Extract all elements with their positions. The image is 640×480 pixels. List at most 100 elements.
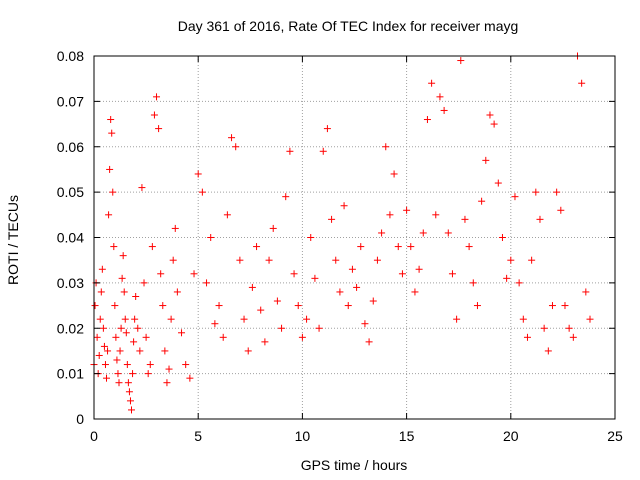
data-point [548,302,556,310]
data-point [394,243,402,251]
x-axis-title: GPS time / hours [301,457,408,473]
data-point [110,243,118,251]
y-tick-label: 0.05 [57,184,84,200]
data-point [104,347,112,355]
data-point [403,206,411,214]
data-point [126,397,134,405]
data-point [116,347,124,355]
data-point [99,324,107,332]
grid-lines [94,56,615,419]
data-point [398,270,406,278]
data-point [178,329,186,337]
data-point [122,329,130,337]
data-point [232,143,240,151]
data-point [357,243,365,251]
data-point [153,93,161,101]
y-tick-label: 0 [76,411,84,427]
data-point [273,297,281,305]
data-point [190,270,198,278]
data-point [415,265,423,273]
chart-title: Day 361 of 2016, Rate Of TEC Index for r… [178,18,519,34]
data-point [461,215,469,223]
data-point [265,256,273,264]
data-point [240,315,248,323]
data-point [453,315,461,323]
data-point [97,288,105,296]
data-point [507,256,515,264]
data-point [136,347,144,355]
data-points [90,52,594,414]
data-point [448,270,456,278]
data-point [132,292,140,300]
y-tick-label: 0.06 [57,139,84,155]
data-point [129,370,137,378]
data-point [532,188,540,196]
data-point [157,270,165,278]
x-tick-label: 0 [90,428,98,444]
data-point [519,315,527,323]
data-point [148,243,156,251]
data-point [428,79,436,87]
data-point [198,188,206,196]
data-point [159,302,167,310]
data-point [515,279,523,287]
data-point [436,93,444,101]
data-point [469,279,477,287]
data-point [215,302,223,310]
data-point [586,315,594,323]
data-point [482,156,490,164]
data-point [106,165,114,173]
data-point [269,224,277,232]
data-point [286,147,294,155]
data-point [108,129,116,137]
data-point [146,361,154,369]
data-point [382,143,390,151]
data-point [444,229,452,237]
data-point [282,193,290,201]
data-point [173,288,181,296]
data-point [236,256,244,264]
data-point [112,333,120,341]
data-point [219,333,227,341]
data-point [186,374,194,382]
data-point [557,206,565,214]
data-point [130,338,138,346]
data-point [248,283,256,291]
data-point [165,365,173,373]
data-point [244,347,252,355]
data-point [303,315,311,323]
data-point [390,170,398,178]
data-point [100,342,108,350]
data-point [223,211,231,219]
data-point [311,274,319,282]
data-point [419,229,427,237]
data-point [353,283,361,291]
data-point [123,361,131,369]
data-point [96,315,104,323]
data-point [163,379,171,387]
data-point [95,351,103,359]
data-point [369,297,377,305]
y-tick-label: 0.02 [57,320,84,336]
data-point [298,333,306,341]
data-point [194,170,202,178]
x-tick-label: 15 [399,428,415,444]
data-point [115,379,123,387]
data-point [120,288,128,296]
data-point [544,347,552,355]
data-point [161,347,169,355]
data-point [140,279,148,287]
data-point [125,388,133,396]
data-point [340,202,348,210]
data-point [169,256,177,264]
data-point [182,361,190,369]
data-point [423,116,431,124]
data-point [457,57,465,65]
data-point [511,193,519,201]
y-tick-label: 0.08 [57,48,84,64]
data-point [365,338,373,346]
x-tick-label: 25 [607,428,623,444]
data-point [101,361,109,369]
data-point [332,256,340,264]
data-point [261,338,269,346]
